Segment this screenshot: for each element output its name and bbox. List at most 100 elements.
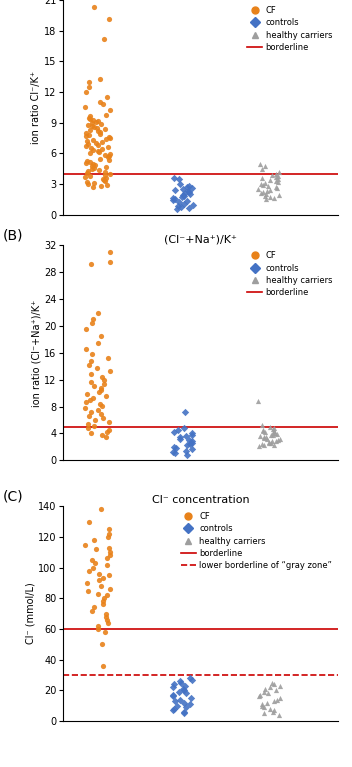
Point [274,693,279,706]
Point [262,177,268,189]
Point [258,178,263,190]
Point [90,144,96,156]
Point [102,123,108,135]
Point [100,595,106,607]
Point [262,439,267,452]
Point [89,120,95,132]
Point [106,131,112,143]
Point [256,690,262,703]
Point [92,414,98,426]
Point [95,125,101,137]
Point [190,443,195,456]
Point [264,696,270,709]
Text: (C): (C) [3,489,24,503]
Point [84,130,89,142]
Point [181,189,186,202]
Point [95,620,101,632]
Point [92,120,97,133]
Point [275,434,281,446]
Point [99,503,104,515]
Point [103,430,109,443]
Point [86,565,92,577]
Point [102,374,107,386]
Point [187,698,192,710]
Point [103,160,109,173]
Point [100,660,106,672]
Point [265,687,271,700]
Point [83,156,89,169]
Point [101,592,107,604]
Point [269,169,275,181]
Point [189,436,195,448]
Point [261,701,266,713]
Point [268,703,273,715]
Point [266,436,272,448]
Point [98,330,103,342]
Point [98,381,104,394]
Point [107,246,113,258]
Point [93,116,99,128]
Point [182,680,188,692]
Point [86,584,91,597]
Point [179,191,185,203]
Point [99,638,104,650]
Point [181,197,187,209]
Point [84,176,89,188]
Point [189,673,195,686]
Point [105,151,111,163]
Point [103,607,108,620]
Point [171,704,176,716]
Point [274,181,279,193]
Point [261,431,267,443]
Point [186,202,192,214]
Point [257,430,263,442]
Point [256,183,261,196]
Point [87,515,92,528]
Point [86,418,91,430]
Point [95,139,100,151]
Point [275,170,281,182]
Point [271,695,276,707]
Point [273,684,279,696]
Point [270,427,275,439]
Legend: CF, controls, healthy carriers, borderline, lower borderline of “gray zone”: CF, controls, healthy carriers, borderli… [179,510,334,572]
Point [268,430,274,442]
Point [89,142,94,154]
Point [106,416,112,428]
Point [107,256,112,268]
Point [105,426,110,438]
Point [103,390,109,402]
Point [263,188,269,200]
Point [181,190,187,202]
Point [262,160,268,172]
Point [172,447,177,459]
Point [86,129,92,141]
Point [266,437,272,449]
Point [104,179,110,191]
Point [268,436,274,449]
Point [102,175,107,187]
Point [102,150,108,162]
Point [171,440,177,453]
Point [95,361,100,374]
Point [89,163,95,175]
Point [259,700,264,712]
Point [86,359,92,371]
Point [106,150,112,163]
Point [181,696,187,709]
Point [99,429,105,441]
Point [189,436,195,449]
Point [90,134,95,146]
Point [99,400,105,412]
Point [272,426,278,439]
Point [184,196,189,208]
Point [100,173,106,185]
Point [86,165,91,177]
Point [180,683,186,695]
Point [87,156,93,168]
Title: Cl⁻ concentration: Cl⁻ concentration [152,495,250,505]
Point [273,175,279,187]
Point [107,549,112,561]
Point [106,617,111,629]
Point [101,33,106,45]
